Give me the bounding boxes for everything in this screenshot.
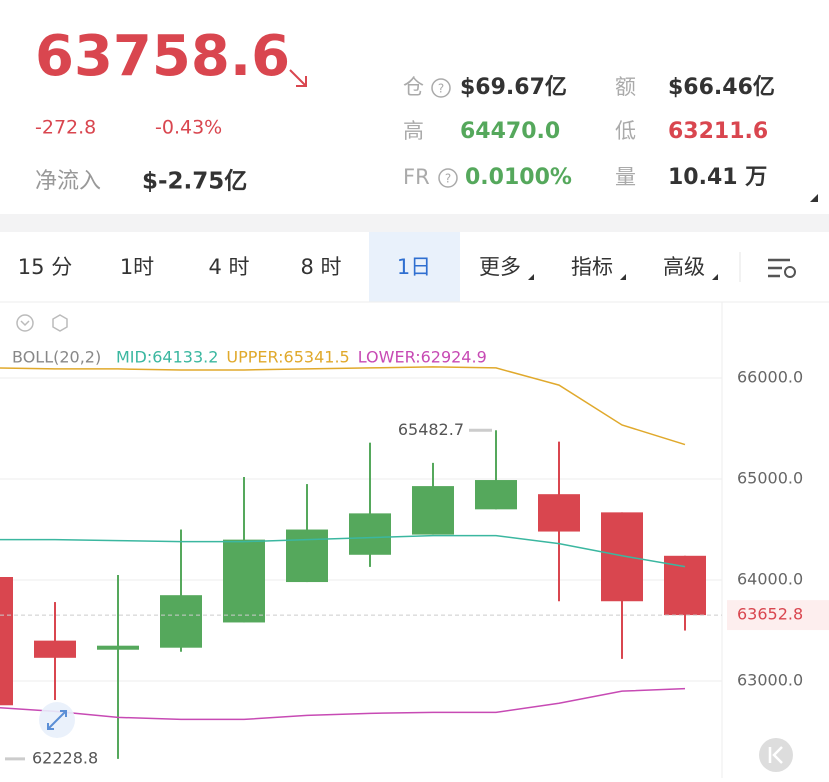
stat-value: 63211.6 <box>668 119 768 144</box>
candle-body <box>223 539 265 623</box>
expand-triangle[interactable] <box>810 194 818 202</box>
tab[interactable]: 更多 <box>479 255 521 279</box>
net-inflow-label: 净流入 <box>35 169 101 194</box>
candle-body <box>664 555 706 616</box>
indicator-name: BOLL(20,2) <box>12 348 101 367</box>
tab-dropdown <box>620 274 626 280</box>
stat-label: 仓 <box>403 75 424 99</box>
stat-label: 量 <box>615 165 636 189</box>
y-tick-label: 64000.0 <box>737 570 803 589</box>
candle-body <box>412 486 454 535</box>
help-icon[interactable] <box>431 78 451 98</box>
tab[interactable]: 1日 <box>397 255 431 279</box>
tab-dropdown <box>528 274 534 280</box>
net-inflow: $-2.75亿 <box>142 169 247 195</box>
change-pct: -0.43% <box>155 117 222 139</box>
price-tag <box>727 600 829 631</box>
tab[interactable]: 8 时 <box>300 255 341 279</box>
candle-body <box>349 513 391 555</box>
scroll-end-icon-mark <box>768 746 783 764</box>
boll-line <box>0 366 686 446</box>
tab[interactable]: 15 分 <box>18 255 72 279</box>
tab-dropdown <box>712 274 718 280</box>
collapse-icon-mark <box>20 320 30 327</box>
settings-icon[interactable] <box>768 258 790 278</box>
candle-body <box>97 645 139 650</box>
candle-body <box>286 529 328 583</box>
y-tick-label: 65000.0 <box>737 469 803 488</box>
candle-body <box>538 494 580 532</box>
tab[interactable]: 指标 <box>571 255 613 279</box>
tab-bar: 15 分 1时 4 时 8 时 1日 更多 指标 高级 <box>18 255 718 280</box>
separator <box>0 214 829 232</box>
price-label: 63652.8 <box>737 605 803 624</box>
help-icon-mark: ? <box>445 172 451 186</box>
price: 63758.6 <box>35 24 290 89</box>
candle-body <box>475 480 517 510</box>
boll-line <box>0 534 686 568</box>
stat-value: 10.41 万 <box>668 165 767 190</box>
scroll-end-icon[interactable] <box>759 738 793 772</box>
boll-line <box>0 687 686 721</box>
tab[interactable]: 4 时 <box>208 255 249 279</box>
tab-selected-bg <box>369 232 460 302</box>
stat-value: 64470.0 <box>460 119 560 144</box>
tab[interactable]: 高级 <box>663 255 705 279</box>
gear-icon[interactable] <box>52 314 68 332</box>
candle-body <box>160 595 202 648</box>
change: -272.8 <box>35 117 96 139</box>
stat-label: 高 <box>403 119 424 143</box>
legend-entry: LOWER:62924.9 <box>358 348 487 367</box>
legend-entry: MID:64133.2 <box>116 348 218 367</box>
help-icon[interactable] <box>438 168 458 188</box>
tab[interactable]: 1时 <box>120 255 154 279</box>
stat-label: 低 <box>615 119 636 143</box>
candle-body <box>601 512 643 602</box>
collapse-icon[interactable] <box>16 314 34 332</box>
stat-value: $66.46亿 <box>668 75 775 100</box>
stat-value: $69.67亿 <box>460 75 567 100</box>
candle-body <box>0 577 13 706</box>
fullscreen-icon-mark <box>47 710 67 730</box>
plot: 63000.0 64000.0 65000.0 66000.0 MID:64133.2 U… <box>0 348 829 767</box>
down-arrow <box>289 69 307 87</box>
low-label: 62228.8 <box>32 748 98 767</box>
y-tick-label: 66000.0 <box>737 368 803 387</box>
stat-label: 额 <box>615 75 636 99</box>
legend-entry: UPPER:65341.5 <box>226 348 349 367</box>
stat-label: FR <box>403 165 430 189</box>
settings-icon-gear <box>784 266 796 278</box>
y-tick-label: 63000.0 <box>737 671 803 690</box>
stat-value: 0.0100% <box>465 165 572 190</box>
candle-body <box>34 640 76 658</box>
help-icon-mark: ? <box>438 82 444 96</box>
high-label: 65482.7 <box>398 420 464 439</box>
